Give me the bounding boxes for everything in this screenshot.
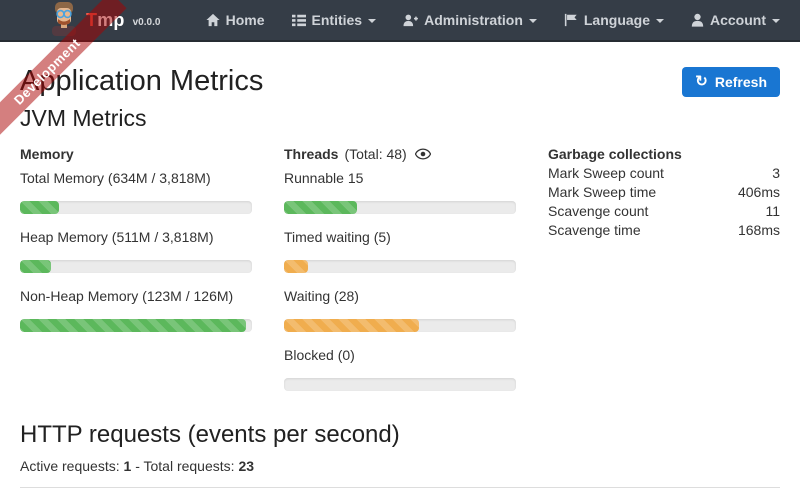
metric-group: Waiting (28) [284,287,516,332]
nav-item-home[interactable]: Home [206,12,265,28]
column-header-count: Count [141,486,233,498]
hipster-avatar-icon [48,0,80,41]
garbage-column: Garbage collections Mark Sweep count 3 M… [548,145,780,405]
http-requests-table: Code Count Mean Average (1 min) Average … [20,486,780,498]
metric-group: Runnable 15 [284,169,516,214]
blocked-label: Blocked (0) [284,346,355,363]
total-memory-label: Total Memory (634M / 3,818M) [20,169,211,186]
column-header-avg5: Average (5 min) [445,486,613,498]
column-header-avg1: Average (1 min) [301,486,446,498]
refresh-icon: ↻ [695,73,708,91]
total-memory-progress [20,200,252,214]
metric-group: Timed waiting (5) [284,228,516,273]
gc-label: Mark Sweep time [548,183,657,200]
nonheap-memory-label: Non-Heap Memory (123M / 126M) [20,287,234,304]
blocked-progress [284,377,516,391]
refresh-button-label: Refresh [714,73,767,90]
runnable-label: Runnable 15 [284,169,364,186]
nav-item-label: Entities [311,12,363,28]
gc-value: 168ms [737,221,780,238]
chevron-down-icon [772,19,780,23]
gc-row: Mark Sweep time 406ms [548,183,780,202]
column-header-code: Code [20,486,142,498]
heap-memory-label: Heap Memory (511M / 3,818M) [20,228,214,245]
nav-item-account[interactable]: Account [691,12,780,28]
active-requests-value: 1 [123,457,132,474]
nav-item-label: Language [583,12,650,28]
garbage-title: Garbage collections [548,145,682,162]
memory-title: Memory [20,145,74,162]
home-icon [206,13,220,27]
page-header: Application Metrics ↻ Refresh [20,65,780,98]
brand-version: v0.0.0 [132,16,161,28]
progress-bar-fill [20,318,247,332]
metric-group: Total Memory (634M / 3,818M) [20,169,252,214]
threads-title-row: Threads (Total: 48) [284,145,516,164]
nav-item-entities[interactable]: Entities [291,12,377,28]
gc-row: Scavenge time 168ms [548,221,780,240]
chevron-down-icon [528,19,537,23]
gc-label: Scavenge count [548,202,649,219]
memory-column: Memory Total Memory (634M / 3,818M) Heap… [20,145,252,405]
runnable-progress [284,200,516,214]
nonheap-memory-progress [20,318,252,332]
jvm-metrics-title: JVM Metrics [20,104,147,131]
progress-bar-fill [284,318,420,332]
jvm-metrics-grid: Memory Total Memory (634M / 3,818M) Heap… [20,145,780,405]
timed-waiting-progress [284,259,516,273]
total-requests-value: 23 [238,457,255,474]
gc-row: Scavenge count 11 [548,202,780,221]
eye-icon[interactable] [414,148,431,160]
threads-title: Threads [284,145,339,162]
gc-row: Mark Sweep count 3 [548,164,780,183]
timed-waiting-label: Timed waiting (5) [284,228,391,245]
requests-summary: Active requests: 1 - Total requests: 23 [20,458,780,474]
column-header-mean: Mean [232,486,302,498]
page-content: Application Metrics ↻ Refresh JVM Metric… [0,65,800,498]
user-plus-icon [403,13,419,27]
gc-value: 406ms [737,183,780,200]
nav-item-label: Administration [424,12,523,28]
gc-label: Mark Sweep count [548,164,664,181]
nav-item-label: Account [710,12,766,28]
refresh-button[interactable]: ↻ Refresh [682,66,780,97]
nav-menu: Home Entities Administration Language [206,12,780,28]
gc-label: Scavenge time [548,221,641,238]
progress-bar-fill [20,200,59,214]
gc-value: 3 [772,164,780,181]
nav-item-label: Home [225,12,265,28]
active-requests-label: Active requests: [20,457,120,474]
metric-group: Non-Heap Memory (123M / 126M) [20,287,252,332]
table-header: Code Count Mean Average (1 min) Average … [20,486,780,498]
progress-bar-fill [20,259,52,273]
metric-group: Heap Memory (511M / 3,818M) [20,228,252,273]
gc-value: 11 [765,202,780,219]
list-icon [291,13,306,27]
nav-item-administration[interactable]: Administration [403,12,537,28]
metric-group: Blocked (0) [284,346,516,391]
chevron-down-icon [368,19,377,23]
flag-icon [564,13,578,27]
waiting-progress [284,318,516,332]
waiting-label: Waiting (28) [284,287,359,304]
threads-column: Threads (Total: 48) Runnable 15 Timed wa… [284,145,516,405]
nav-item-language[interactable]: Language [564,12,664,28]
threads-total-label: (Total: 48) [344,145,407,162]
heap-memory-progress [20,259,252,273]
total-requests-label: - Total requests: [135,457,235,474]
progress-bar-fill [284,200,357,214]
progress-bar-fill [284,259,309,273]
chevron-down-icon [656,19,664,23]
http-requests-title: HTTP requests (events per second) [20,420,400,448]
user-icon [691,13,704,27]
column-header-avg15: Average (15 min) [612,486,780,498]
